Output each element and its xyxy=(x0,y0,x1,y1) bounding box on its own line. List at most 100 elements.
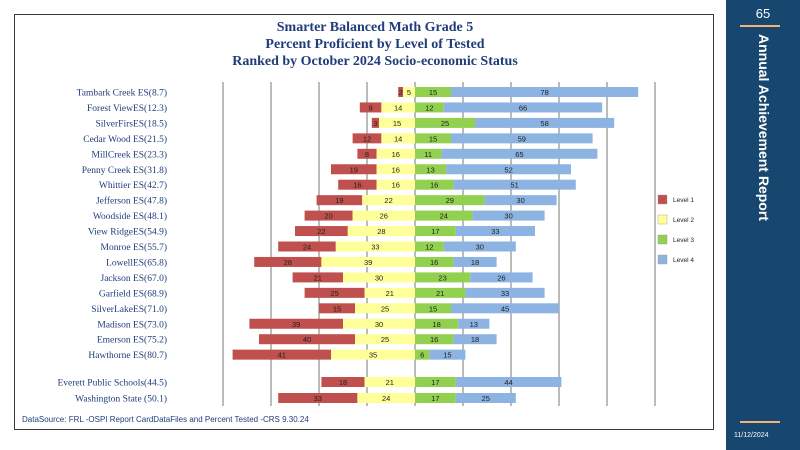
bar-level3 xyxy=(415,179,454,190)
bar-level2 xyxy=(381,133,415,144)
bar-level4-label: 45 xyxy=(501,304,509,313)
bar-level4-label: 59 xyxy=(518,134,526,143)
category-label: Jefferson ES(47.8) xyxy=(96,196,167,207)
bar-level4 xyxy=(475,117,615,128)
bar-level4 xyxy=(453,334,497,345)
bar-level2 xyxy=(362,195,415,206)
bar-level3-label: 17 xyxy=(431,394,439,403)
bar-level1-label: 40 xyxy=(303,335,311,344)
bar-level2-label: 26 xyxy=(380,212,388,221)
bar-level3 xyxy=(415,102,444,113)
category-label: SilverLakeES(71.0) xyxy=(91,304,167,315)
bar-level1 xyxy=(254,256,322,267)
bar-level3-label: 23 xyxy=(438,273,446,282)
sidebar-divider-bottom xyxy=(740,421,780,423)
bar-level3-label: 15 xyxy=(429,134,437,143)
sidebar: 65 Annual Achievement Report 11/12/2024 xyxy=(726,0,800,450)
bar-level1 xyxy=(352,133,382,144)
chart-frame xyxy=(14,14,714,430)
category-label: Hawthorne ES(80.7) xyxy=(88,350,167,361)
report-date: 11/12/2024 xyxy=(734,432,769,439)
bar-level1 xyxy=(319,303,355,314)
bar-level4 xyxy=(465,287,545,298)
bar-level3 xyxy=(415,195,485,206)
bar-level1 xyxy=(278,241,336,252)
bar-level1 xyxy=(331,164,377,175)
category-label: LowellES(65.8) xyxy=(106,257,167,268)
bar-level1 xyxy=(321,377,365,387)
bar-level4-label: 18 xyxy=(471,335,479,344)
bar-level3 xyxy=(415,164,447,175)
bar-level3 xyxy=(415,117,475,128)
bar-level3-label: 16 xyxy=(430,335,438,344)
bar-level2 xyxy=(321,256,415,267)
sidebar-divider-top xyxy=(740,25,780,27)
bar-level3 xyxy=(415,377,456,387)
bar-level1 xyxy=(249,318,343,329)
bar-level3-label: 29 xyxy=(446,196,454,205)
bar-level2 xyxy=(381,102,415,113)
bar-level3-label: 24 xyxy=(440,212,448,221)
bar-level3-label: 16 xyxy=(430,258,438,267)
bar-level1 xyxy=(357,148,377,159)
bar-level3-label: 17 xyxy=(431,227,439,236)
bar-level2 xyxy=(352,210,415,221)
bar-level4 xyxy=(446,164,571,175)
bar-level2-label: 5 xyxy=(407,88,411,97)
bar-level3 xyxy=(415,272,471,283)
bar-level4-label: 51 xyxy=(510,181,518,190)
bar-level2 xyxy=(343,318,415,329)
bar-level4-label: 52 xyxy=(504,165,512,174)
bar-level2-label: 30 xyxy=(375,320,383,329)
bar-level3 xyxy=(415,148,442,159)
bar-level1-label: 15 xyxy=(333,304,341,313)
bar-level3 xyxy=(415,133,451,144)
bar-level3-label: 12 xyxy=(425,103,433,112)
sidebar-title-wrap: Annual Achievement Report xyxy=(754,34,774,264)
legend-label: Level 3 xyxy=(673,237,694,244)
bar-level3 xyxy=(415,349,430,360)
bar-level3-label: 15 xyxy=(429,304,437,313)
bar-level3-label: 21 xyxy=(436,289,444,298)
legend-swatch xyxy=(657,254,668,265)
bar-level2-label: 28 xyxy=(377,227,385,236)
bar-level1-label: 9 xyxy=(369,103,373,112)
bar-level1 xyxy=(316,195,363,206)
bar-level1-label: 19 xyxy=(350,165,358,174)
bar-level4-label: 30 xyxy=(516,196,524,205)
bar-level2-label: 15 xyxy=(393,119,401,128)
category-label: Penny Creek ES(31.8) xyxy=(82,165,167,176)
bar-level2 xyxy=(364,377,415,387)
bar-level1 xyxy=(304,287,365,298)
bar-level4 xyxy=(453,179,576,190)
category-label: Monroe ES(55.7) xyxy=(101,242,168,253)
bar-level3 xyxy=(415,87,451,97)
bar-level2-label: 30 xyxy=(375,273,383,282)
bar-level2-label: 21 xyxy=(386,289,394,298)
bar-level2-label: 14 xyxy=(394,134,402,143)
bar-level4-label: 66 xyxy=(519,103,527,112)
bar-level1-label: 24 xyxy=(303,243,311,252)
bar-level1 xyxy=(259,334,355,345)
bar-level4-label: 25 xyxy=(482,394,490,403)
bar-level3-label: 6 xyxy=(420,351,424,360)
bar-level2 xyxy=(335,241,415,252)
bar-level4 xyxy=(472,210,545,221)
category-label: Tambark Creek ES(8.7) xyxy=(77,88,167,99)
legend-swatch xyxy=(657,234,668,245)
bar-level3-label: 15 xyxy=(429,88,437,97)
bar-level1 xyxy=(359,102,382,113)
bar-level2 xyxy=(376,164,415,175)
bar-level1-label: 16 xyxy=(353,181,361,190)
bar-level2 xyxy=(364,287,415,298)
bar-level2 xyxy=(331,349,415,360)
bar-level4-label: 78 xyxy=(540,88,548,97)
bar-level2 xyxy=(376,179,415,190)
bar-level3 xyxy=(415,393,456,403)
bar-level4-label: 26 xyxy=(497,273,505,282)
bar-level1-label: 8 xyxy=(365,150,369,159)
chart-subtitle-1: Percent Proficient by Level of Tested xyxy=(265,37,485,52)
category-label: Jackson ES(67.0) xyxy=(101,273,168,284)
bar-level3-label: 13 xyxy=(426,165,434,174)
legend-label: Level 2 xyxy=(673,217,694,224)
